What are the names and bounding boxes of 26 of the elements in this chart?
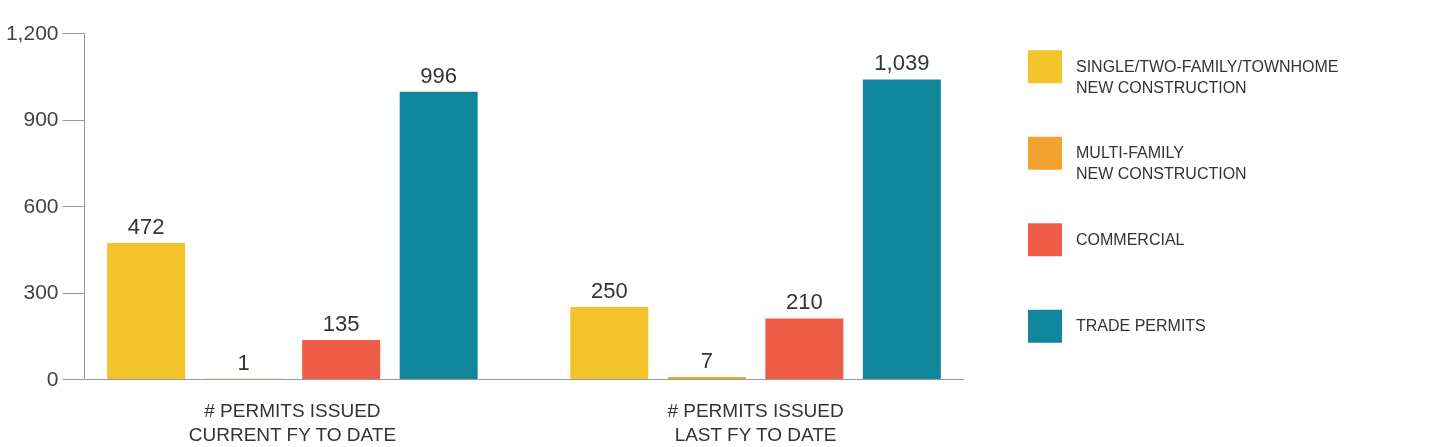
legend-label: MULTI-FAMILY NEW CONSTRUCTION [1076, 144, 1247, 183]
data-label: 210 [785, 289, 823, 315]
bar [570, 306, 649, 379]
y-tick-label: 300 [23, 280, 59, 303]
data-label: 1,039 [874, 50, 930, 76]
data-label: 1 [237, 349, 250, 375]
y-tick-label: 600 [23, 193, 59, 217]
bar [667, 376, 746, 379]
bar [302, 340, 381, 379]
y-tick-label: 1,200 [5, 20, 59, 44]
legend-label: TRADE PERMITS [1076, 317, 1206, 335]
bar [107, 242, 186, 379]
data-label: 250 [590, 277, 628, 303]
data-label: 472 [127, 213, 165, 239]
legend-label: SINGLE/TWO-FAMILY/TOWNHOME NEW CONSTRUCTION [1076, 57, 1339, 96]
legend-label: COMMERCIAL [1076, 230, 1185, 248]
y-tick-label: 0 [46, 366, 59, 390]
x-tick-label: # PERMITS ISSUED CURRENT FY TO DATE [188, 399, 397, 445]
bar [399, 91, 478, 379]
data-label: 135 [322, 311, 360, 337]
bar [862, 79, 941, 379]
data-label: 7 [700, 347, 713, 373]
x-tick-label: # PERMITS ISSUED LAST FY TO DATE [667, 399, 844, 445]
bar [765, 318, 844, 379]
data-label: 996 [420, 62, 458, 88]
y-tick-label: 900 [23, 107, 59, 130]
